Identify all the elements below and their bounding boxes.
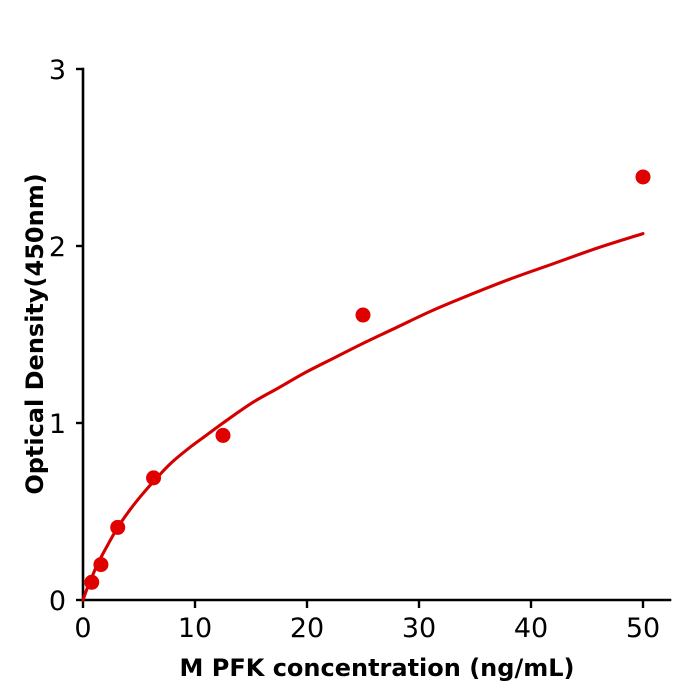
- data-point: [635, 169, 651, 185]
- x-tick-label-0: 0: [74, 613, 91, 644]
- data-point: [84, 574, 100, 590]
- y-tick-label-0: 0: [49, 586, 66, 617]
- y-tick-label-1: 1: [49, 409, 66, 440]
- data-point: [355, 307, 371, 323]
- x-tick-label-1: 10: [178, 613, 212, 644]
- fit-curve: [81, 232, 645, 602]
- data-point-group: [84, 169, 651, 590]
- data-point: [110, 519, 126, 535]
- x-tick-label-3: 30: [402, 613, 436, 644]
- y-axis-ticks: [76, 67, 83, 602]
- y-tick-label-3: 3: [49, 55, 66, 86]
- x-tick-label-4: 40: [514, 613, 548, 644]
- x-tick-label-5: 50: [626, 613, 660, 644]
- x-axis-title: M PFK concentration (ng/mL): [180, 654, 575, 682]
- y-tick-label-2: 2: [49, 232, 66, 263]
- data-point: [146, 470, 162, 486]
- x-tick-label-2: 20: [290, 613, 324, 644]
- data-point: [93, 557, 109, 573]
- data-point: [215, 427, 231, 443]
- y-axis-title: Optical Density(450nm): [21, 173, 49, 494]
